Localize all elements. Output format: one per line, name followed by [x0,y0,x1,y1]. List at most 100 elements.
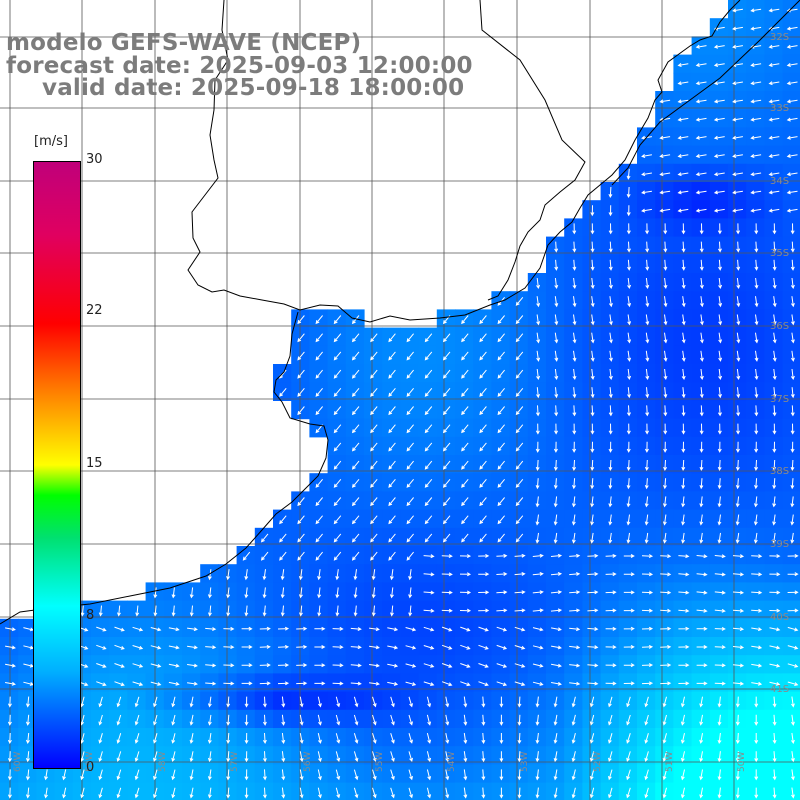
wind-vector [426,714,432,726]
wind-vector [626,405,631,417]
wind-vector [699,787,704,799]
wind-vector [681,277,686,290]
wind-speed-cell [473,764,492,784]
wind-vector [750,8,762,13]
wind-speed-cell [491,509,511,529]
wind-speed-cell [436,546,456,565]
wind-speed-cell [691,273,711,292]
wind-vector [696,663,708,668]
wind-vector [608,478,613,490]
wind-speed-cell [436,600,456,620]
wind-speed-cell [382,327,401,347]
wind-speed-cell [618,473,638,492]
wind-vector [408,787,413,799]
wind-vector [608,496,613,508]
wind-speed-cell [618,709,638,729]
wind-speed-cell [691,546,711,565]
wind-vector [754,714,759,726]
wind-vector [663,332,668,344]
wind-speed-cell [764,418,784,438]
wind-speed-cell [637,200,656,219]
wind-speed-cell [691,782,711,800]
wind-vector [569,681,581,686]
wind-speed-cell [655,491,674,511]
wind-vector [388,406,396,416]
longitude-label: 57W [230,752,240,772]
wind-vector [572,441,577,453]
wind-speed-cell [691,345,711,365]
wind-speed-cell [600,382,620,401]
wind-speed-cell [728,18,747,37]
wind-vector [460,626,471,632]
wind-speed-cell [691,109,711,128]
wind-vector [590,496,595,508]
wind-speed-cell [273,564,292,583]
wind-vector [532,681,544,686]
wind-vector [98,733,103,744]
wind-vector [768,117,780,122]
wind-vector [626,168,631,180]
wind-vector [645,296,650,308]
wind-vector [479,369,487,379]
wind-speed-cell [782,182,800,201]
wind-vector [351,406,360,416]
wind-speed-cell [746,145,765,165]
wind-vector [736,296,741,308]
wind-vector [171,587,176,599]
wind-speed-cell [691,364,711,383]
wind-vector [736,314,741,326]
wind-speed-cell [691,509,711,529]
wind-vector [408,769,413,781]
wind-speed-cell [691,127,711,147]
wind-speed-cell [782,54,800,74]
wind-vector [408,587,413,599]
wind-vector [370,351,378,361]
wind-vector [497,442,505,452]
wind-speed-cell [728,109,747,128]
wind-vector [481,732,486,745]
wind-vector [277,644,290,649]
wind-speed-cell [127,728,147,747]
wind-speed-cell [618,600,638,620]
wind-vector [569,590,581,595]
wind-vector [535,441,540,453]
wind-speed-cell [91,709,110,729]
wind-vector [497,497,505,507]
wind-speed-cell [673,728,693,747]
wind-vector [297,497,305,507]
wind-speed-cell [582,491,602,511]
wind-vector [408,605,413,617]
wind-speed-cell [600,291,620,310]
wind-vector [351,387,360,397]
wind-vector [754,696,759,708]
wind-vector [790,751,795,763]
wind-vector [627,332,632,344]
wind-vector [497,515,505,525]
wind-speed-cell [655,509,674,529]
wind-vector [750,154,762,158]
wind-vector [388,369,396,379]
wind-speed-cell [618,546,638,565]
wind-vector [696,681,708,686]
wind-speed-cell [764,527,784,547]
wind-speed-cell [764,0,784,19]
wind-vector [680,769,685,781]
wind-vector [332,645,344,650]
wind-vector [371,605,376,617]
wind-speed-cell [546,418,565,438]
wind-speed-cell [345,582,365,602]
wind-vector [754,405,759,417]
wind-vector [241,644,253,649]
wind-vector [695,117,707,122]
wind-speed-cell [637,600,656,620]
wind-vector [226,787,231,799]
wind-speed-cell [491,364,511,383]
wind-vector [772,405,777,417]
wind-speed-cell [655,782,674,800]
wind-speed-cell [254,691,274,711]
wind-speed-cell [400,600,420,620]
wind-vector [627,368,632,381]
wind-speed-cell [673,163,693,183]
wind-vector [608,241,613,253]
wind-speed-cell [436,418,456,438]
